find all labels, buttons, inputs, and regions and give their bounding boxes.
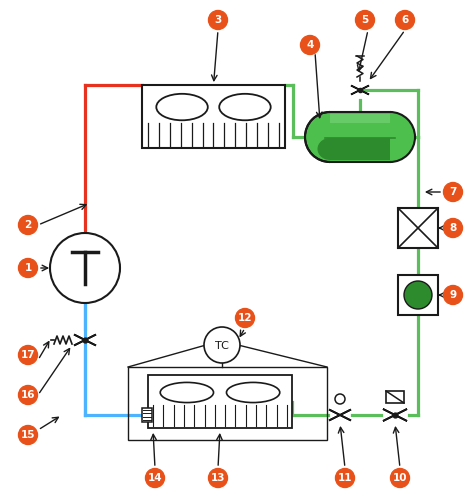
Text: 4: 4	[306, 40, 314, 50]
Bar	[128, 367, 327, 440]
Text: 14: 14	[148, 473, 162, 483]
Circle shape	[395, 11, 414, 30]
Text: 2: 2	[24, 220, 32, 230]
Bar	[330, 138, 390, 160]
Circle shape	[444, 218, 463, 237]
Circle shape	[335, 394, 345, 404]
Circle shape	[236, 308, 255, 327]
Circle shape	[301, 36, 319, 54]
Text: 8: 8	[449, 223, 456, 233]
Circle shape	[356, 11, 374, 30]
Text: 15: 15	[21, 430, 35, 440]
Text: 13: 13	[211, 473, 225, 483]
Polygon shape	[329, 409, 351, 421]
Circle shape	[204, 327, 240, 363]
Text: 5: 5	[361, 15, 369, 25]
Text: 17: 17	[21, 350, 35, 360]
Circle shape	[209, 11, 228, 30]
Circle shape	[444, 183, 463, 202]
Text: 16: 16	[21, 390, 35, 400]
Bar	[142, 408, 152, 422]
Text: 10: 10	[393, 473, 407, 483]
Circle shape	[444, 286, 463, 304]
Circle shape	[404, 281, 432, 309]
Polygon shape	[351, 86, 369, 95]
Bar	[330, 114, 390, 123]
Bar	[142, 85, 285, 148]
Ellipse shape	[365, 112, 415, 162]
Bar	[398, 275, 438, 315]
Circle shape	[209, 468, 228, 487]
Text: 9: 9	[449, 290, 456, 300]
Circle shape	[143, 411, 151, 419]
Text: 6: 6	[401, 15, 409, 25]
Circle shape	[18, 259, 37, 278]
Bar	[386, 391, 404, 403]
Text: 11: 11	[338, 473, 352, 483]
Circle shape	[50, 233, 120, 303]
Text: 7: 7	[449, 187, 456, 197]
Circle shape	[18, 215, 37, 234]
Text: 3: 3	[214, 15, 222, 25]
Bar	[148, 375, 292, 428]
Bar	[330, 112, 390, 162]
Circle shape	[18, 385, 37, 404]
Polygon shape	[74, 334, 96, 346]
Text: 12: 12	[238, 313, 252, 323]
Text: 1: 1	[24, 263, 32, 273]
Ellipse shape	[305, 112, 355, 162]
Bar	[398, 208, 438, 248]
Ellipse shape	[318, 138, 343, 160]
Circle shape	[336, 468, 355, 487]
Polygon shape	[383, 409, 407, 421]
Circle shape	[18, 426, 37, 445]
Circle shape	[391, 468, 410, 487]
Circle shape	[146, 468, 164, 487]
Circle shape	[18, 346, 37, 365]
Text: TC: TC	[215, 341, 229, 351]
